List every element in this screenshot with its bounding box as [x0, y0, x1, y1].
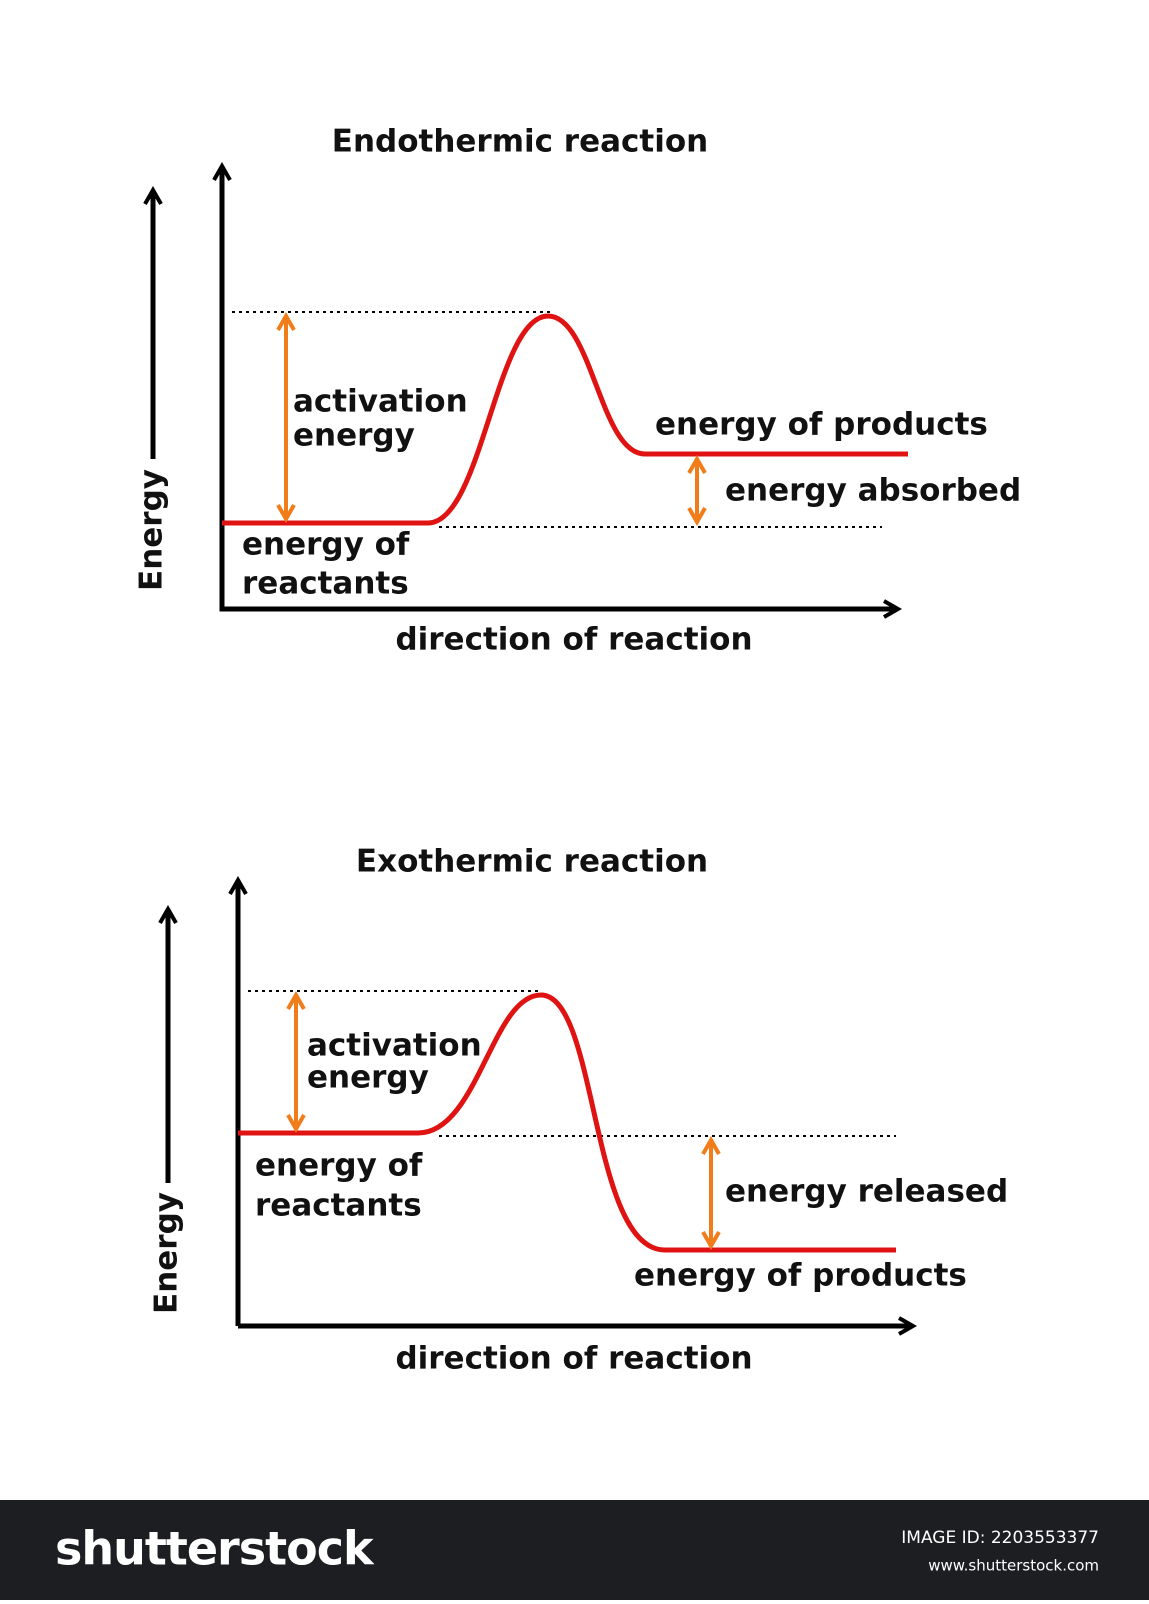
energy-curve [238, 992, 896, 1253]
change-label: energy released [725, 1174, 1008, 1210]
footer: shutterstock IMAGE ID: 2203553377 www.sh… [0, 1500, 1149, 1600]
products-label: energy of products [655, 407, 988, 443]
image-id: IMAGE ID: 2203553377 [901, 1528, 1099, 1548]
url: www.shutterstock.com [928, 1557, 1099, 1575]
energy-curve [222, 313, 908, 526]
activation-label: activation [293, 384, 468, 420]
reactants-label: reactants [255, 1188, 422, 1224]
activation-label: energy [293, 418, 415, 454]
logo: shutterstock [55, 1522, 375, 1576]
x-axis-label: direction of reaction [395, 1341, 752, 1377]
change-label: energy absorbed [725, 473, 1021, 509]
footer-bar [0, 1500, 1149, 1600]
endothermic-diagram: Endothermic reaction Energy activation e… [134, 124, 1022, 658]
exothermic-diagram: Exothermic reaction Energy activation en… [149, 844, 1009, 1377]
diagram-title: Endothermic reaction [332, 124, 708, 160]
reactants-label: reactants [242, 566, 409, 602]
activation-label: activation [307, 1028, 482, 1064]
activation-label: energy [307, 1060, 429, 1096]
reactants-label: energy of [255, 1148, 423, 1184]
x-axis-label: direction of reaction [395, 622, 752, 658]
y-axis-label: Energy [149, 1192, 185, 1314]
products-label: energy of products [634, 1258, 967, 1294]
y-axis-label: Energy [134, 469, 170, 591]
reactants-label: energy of [242, 527, 410, 563]
diagram-title: Exothermic reaction [356, 844, 708, 880]
